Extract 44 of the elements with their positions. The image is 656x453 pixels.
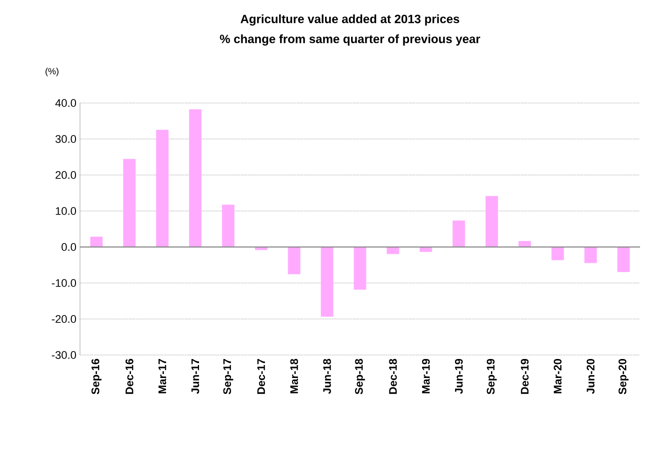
bar xyxy=(386,246,400,254)
x-tick-label: Jun-20 xyxy=(586,358,594,394)
bar xyxy=(222,204,234,248)
bar xyxy=(189,109,202,248)
x-tick-label: Jun-18 xyxy=(323,358,331,394)
bar xyxy=(354,246,366,290)
x-tick-label: Sep-19 xyxy=(486,358,497,394)
bar xyxy=(584,246,597,264)
x-tick-label: Sep-17 xyxy=(223,359,234,394)
bar xyxy=(156,130,169,248)
bar xyxy=(123,158,136,248)
bar xyxy=(420,246,432,252)
x-tick-label: Dec-17 xyxy=(257,359,266,394)
y-tick-label: 30.0 xyxy=(55,135,76,143)
x-tick-label: Mar-19 xyxy=(422,358,430,394)
x-tick-label: Sep-18 xyxy=(355,358,365,394)
bar xyxy=(320,246,334,317)
bar xyxy=(288,246,300,274)
y-axis-title: (%) xyxy=(46,68,58,76)
x-tick-label: Dec-16 xyxy=(126,358,134,394)
chart-title: Agriculture value added at 2013 prices xyxy=(240,14,460,26)
x-tick-label: Jun-17 xyxy=(191,359,200,394)
y-tick-label: -20.0 xyxy=(52,315,76,323)
x-tick-label: Sep-16 xyxy=(92,358,102,394)
bar xyxy=(617,246,630,272)
y-tick-label: 0.0 xyxy=(62,243,76,251)
bar xyxy=(486,196,498,248)
y-tick-label: -10.0 xyxy=(52,279,76,287)
y-tick-label: -30.0 xyxy=(52,351,76,359)
y-tick-label: 10.0 xyxy=(56,207,76,215)
chart-subtitle: % change from same quarter of previous year xyxy=(220,34,480,46)
bar xyxy=(90,236,103,248)
x-tick-label: Jun-19 xyxy=(454,358,463,394)
bar xyxy=(518,241,531,248)
x-tick-label: Mar-17 xyxy=(158,359,166,394)
bar xyxy=(452,220,466,248)
x-tick-label: Dec-19 xyxy=(520,358,529,394)
x-tick-label: Sep-20 xyxy=(618,358,629,394)
y-tick-label: 20.0 xyxy=(56,171,76,179)
x-tick-label: Mar-20 xyxy=(554,358,562,394)
x-tick-label: Mar-18 xyxy=(290,358,298,394)
bar xyxy=(551,246,564,260)
x-tick-label: Dec-18 xyxy=(389,358,397,394)
y-tick-label: 40.0 xyxy=(55,99,76,107)
